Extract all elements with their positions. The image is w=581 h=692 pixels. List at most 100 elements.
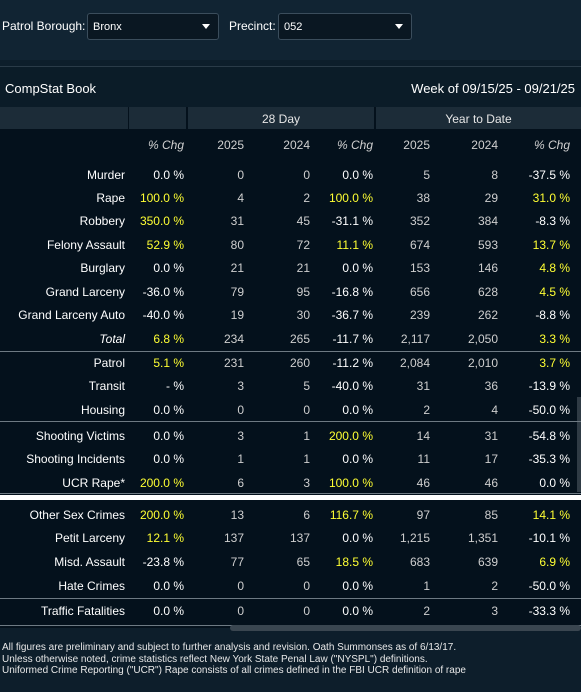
table-row: Hate Crimes 0.0 % 0 0 0.0 % 1 2 -50.0 % (0, 579, 581, 602)
table-cell: 12.1 % (146, 531, 184, 545)
table-cell: 639 (477, 555, 498, 569)
table-cell: -16.8 % (331, 285, 373, 299)
table-cell: 153 (409, 261, 430, 275)
table-cell: 0 (237, 579, 244, 593)
group-header-ytd: Year to Date (376, 107, 581, 129)
table-cell: 1 (303, 452, 310, 466)
book-title: CompStat Book (5, 81, 97, 96)
table-row: Other Sex Crimes 200.0 % 13 6 116.7 % 97 85 14.… (0, 508, 581, 531)
table-cell: 656 (409, 285, 430, 299)
table-cell: 31 (416, 379, 430, 393)
table-cell: 0 (237, 403, 244, 417)
table-row: Transit - % 3 5 -40.0 % 31 36 -13.9 % (0, 379, 581, 402)
column-header: % Chg (147, 138, 184, 152)
column-header: % Chg (336, 138, 373, 152)
table-cell: 36 (484, 379, 498, 393)
table-cell: 21 (230, 261, 244, 275)
table-cell: 0.0 % (153, 261, 184, 275)
table-cell: 85 (484, 508, 498, 522)
table-row: Traffic Fatalities 0.0 % 0 0 0.0 % 2 3 -33.3 % (0, 604, 581, 627)
table-cell: -37.5 % (528, 168, 570, 182)
table-row: Felony Assault 52.9 % 80 72 11.1 % 674 593 13.7… (0, 238, 581, 261)
book-header: CompStat Book Week of 09/15/25 - 09/21/2… (0, 67, 581, 107)
table-cell: -40.0 % (331, 379, 373, 393)
table-cell: 2,050 (467, 332, 498, 346)
table-cell: 95 (296, 285, 310, 299)
horizontal-scrollbar[interactable] (230, 625, 581, 631)
column-header: 2025 (217, 138, 244, 152)
table-cell: 3 (237, 429, 244, 443)
table-cell: 6 (303, 508, 310, 522)
table-cell: -8.3 % (535, 214, 570, 228)
table-cell: 97 (416, 508, 430, 522)
table-row: Shooting Victims 0.0 % 3 1 200.0 % 14 31 -54.8 … (0, 429, 581, 452)
precinct-select[interactable]: 052 (278, 13, 412, 40)
table-cell: -10.1 % (528, 531, 570, 545)
table-cell: -54.8 % (528, 429, 570, 443)
table-cell: 3 (303, 476, 310, 490)
table-cell: 146 (477, 261, 498, 275)
table-cell: 0.0 % (342, 579, 373, 593)
table-cell: 11 (417, 452, 430, 466)
table-cell: - % (166, 379, 184, 393)
table-cell: 5 (423, 168, 430, 182)
table-row: Housing 0.0 % 0 0 0.0 % 2 4 -50.0 % (0, 403, 581, 426)
table-cell: 352 (409, 214, 430, 228)
table-cell: 265 (289, 332, 310, 346)
table-cell: -50.0 % (528, 579, 570, 593)
table-cell: 100.0 % (328, 191, 373, 205)
table-cell: 1 (303, 429, 310, 443)
table-cell: 80 (230, 238, 244, 252)
row-label: Other Sex Crimes (29, 508, 125, 522)
table-cell: 674 (409, 238, 430, 252)
table-cell: 11.1 % (336, 238, 373, 252)
table-cell: 100.0 % (328, 476, 373, 490)
table-cell: 2 (423, 403, 430, 417)
table-cell: 2 (491, 579, 498, 593)
table-cell: 2,084 (399, 356, 430, 370)
row-label: Grand Larceny (45, 285, 125, 299)
row-label: Murder (86, 168, 125, 182)
table-row: Grand Larceny Auto -40.0 % 19 30 -36.7 % 239 2… (0, 308, 581, 331)
table-cell: 6.8 % (153, 332, 184, 346)
table-cell: 6.9 % (539, 555, 570, 569)
vertical-scrollbar[interactable] (577, 397, 581, 492)
chevron-down-icon (202, 24, 210, 29)
table-row: Misd. Assault -23.8 % 77 65 18.5 % 683 639 6.9 … (0, 555, 581, 578)
table-cell: 116.7 % (329, 508, 373, 522)
column-header: 2024 (283, 138, 310, 152)
precinct-select-value: 052 (284, 21, 303, 33)
section-separator (0, 495, 581, 500)
table-cell: 384 (477, 214, 498, 228)
footnote: Unless otherwise noted, crime statistics… (2, 653, 428, 665)
table-cell: 683 (409, 555, 430, 569)
table-cell: 350.0 % (139, 214, 184, 228)
borough-select-value: Bronx (93, 21, 122, 33)
row-label: Petit Larceny (54, 531, 125, 545)
row-label: Grand Larceny Auto (18, 308, 125, 322)
row-label: Traffic Fatalities (40, 604, 125, 618)
table-cell: 0.0 % (539, 476, 570, 490)
borough-select[interactable]: Bronx (87, 13, 219, 40)
table-cell: 19 (230, 308, 244, 322)
column-header: 2025 (403, 138, 430, 152)
table-cell: 79 (230, 285, 244, 299)
row-label: Hate Crimes (58, 579, 125, 593)
table-cell: 2 (423, 604, 430, 618)
table-cell: -13.9 % (528, 379, 570, 393)
table-cell: 0.0 % (342, 168, 373, 182)
table-cell: 200.0 % (139, 476, 184, 490)
table-cell: 3.7 % (539, 356, 570, 370)
borough-label: Patrol Borough: (2, 19, 86, 33)
table-cell: 137 (223, 531, 244, 545)
table-row: Patrol 5.1 % 231 260 -11.2 % 2,084 2,010 3.7 % (0, 356, 581, 379)
table-cell: 31.0 % (532, 191, 570, 205)
table-cell: 2 (303, 191, 310, 205)
table-cell: 17 (484, 452, 498, 466)
table-cell: 200.0 % (328, 429, 373, 443)
table-cell: 262 (477, 308, 498, 322)
table-cell: 1 (237, 452, 244, 466)
table-cell: 0.0 % (153, 579, 184, 593)
row-label: Housing (80, 403, 125, 417)
row-divider (0, 351, 581, 352)
